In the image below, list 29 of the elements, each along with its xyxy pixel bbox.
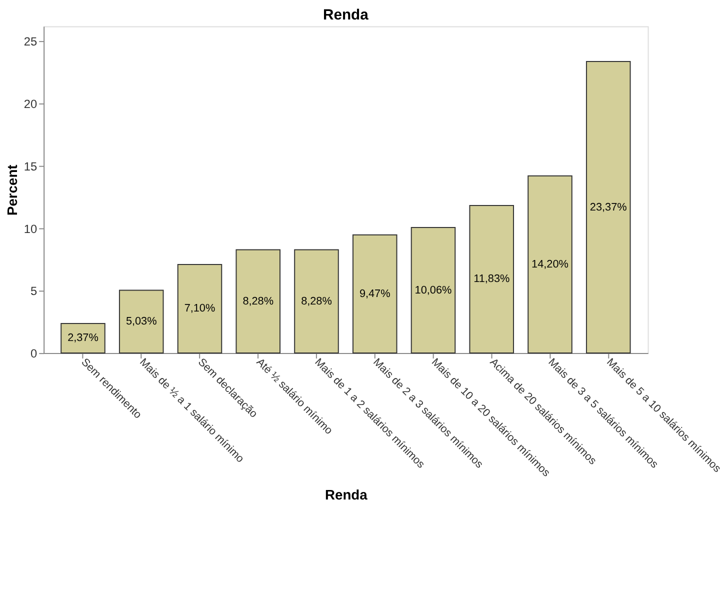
- bar: [294, 249, 339, 354]
- data-label: 7,10%: [184, 302, 216, 315]
- y-tick-label: 15: [24, 159, 38, 174]
- data-label: 14,20%: [532, 258, 569, 270]
- bar: [177, 264, 222, 354]
- chart-title: Renda: [322, 7, 370, 24]
- bar: [586, 61, 631, 354]
- data-label: 10,06%: [414, 284, 452, 296]
- y-tick-label: 25: [24, 34, 38, 49]
- x-axis-title: Renda: [324, 486, 368, 503]
- data-label: 5,03%: [126, 316, 158, 328]
- data-label: 8,28%: [301, 295, 332, 308]
- bar: [352, 234, 398, 354]
- data-label: 2,37%: [68, 332, 99, 344]
- data-label: 8,28%: [242, 295, 274, 308]
- bar: [118, 290, 164, 354]
- bar: [236, 249, 280, 354]
- y-tick-label: 5: [30, 284, 38, 298]
- data-label: 9,47%: [359, 288, 391, 300]
- bar: [528, 175, 572, 354]
- y-axis-title: Percent: [4, 164, 20, 216]
- bar: [60, 322, 106, 354]
- bar: [410, 227, 456, 354]
- y-tick-label: 10: [24, 222, 38, 236]
- y-tick-label: 20: [24, 97, 38, 112]
- y-tick-label: 0: [30, 346, 38, 361]
- data-label: 11,83%: [474, 273, 510, 286]
- data-label: 23,37%: [590, 201, 628, 214]
- bar: [469, 204, 514, 354]
